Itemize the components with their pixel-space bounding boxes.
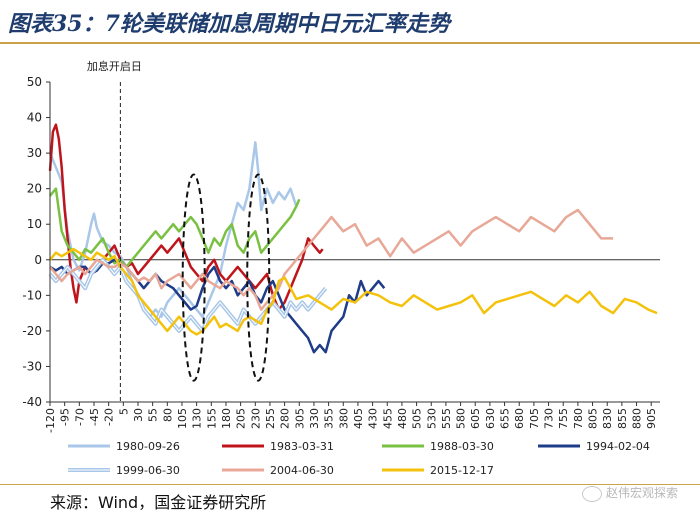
x-tick-label: 630 <box>484 408 497 429</box>
legend-label: 1983-03-31 <box>270 440 334 453</box>
legend-item-2015-12-17: 2015-12-17 <box>382 464 494 477</box>
axes-layer: 加息开启日 -40 -30 -20 -10 0 10 20 30 40 50 -120 -95 -70 -4… <box>22 59 660 433</box>
wechat-icon <box>581 485 602 502</box>
x-tick-label: 430 <box>367 408 380 429</box>
series-line-1980-09-26 <box>48 141 298 318</box>
legend-label: 1980-09-26 <box>116 440 180 453</box>
x-tick-label: 255 <box>264 408 277 429</box>
x-tick-label: 105 <box>176 408 189 429</box>
x-tick-label: -95 <box>59 408 72 426</box>
x-tick-label: -70 <box>73 408 86 426</box>
y-tick-label: 20 <box>27 182 42 196</box>
x-tick-label: 5 <box>117 408 130 415</box>
x-tick-label: 505 <box>411 408 424 429</box>
legend-label: 2015-12-17 <box>430 464 494 477</box>
legend-item-1988-03-30: 1988-03-30 <box>382 440 494 453</box>
legend-layer: 1980-09-26 1983-03-31 1988-03-30 1994-02-04… <box>68 440 650 477</box>
series-line-1983-03-31 <box>48 123 324 311</box>
x-tick-label: 730 <box>543 408 556 429</box>
x-tick-label: -120 <box>44 408 57 433</box>
legend-item-1994-02-04: 1994-02-04 <box>538 440 650 453</box>
x-tick-label: 405 <box>352 408 365 429</box>
x-tick-label: 230 <box>249 408 262 429</box>
x-tick-label: 55 <box>147 408 160 422</box>
x-tick-label: 830 <box>601 408 614 429</box>
x-tick-label: 880 <box>631 408 644 429</box>
legend-label: 2004-06-30 <box>270 464 334 477</box>
x-tick-label: 205 <box>235 408 248 429</box>
y-tick-label: 30 <box>27 146 42 160</box>
source-note: 来源：Wind，国金证券研究所 <box>50 493 267 512</box>
y-tick-label: -20 <box>22 324 42 338</box>
x-tick-label: 355 <box>323 408 336 429</box>
x-tick-label: 755 <box>557 408 570 429</box>
legend-label: 1994-02-04 <box>586 440 650 453</box>
y-tick-label: 40 <box>27 111 42 125</box>
footer-divider <box>0 484 700 485</box>
page-title: 图表35：7轮美联储加息周期中日元汇率走势 <box>8 11 450 37</box>
legend-item-2004-06-30: 2004-06-30 <box>222 464 334 477</box>
chart: 加息开启日 -40 -30 -20 -10 0 10 20 30 40 50 -120 -95 -70 -4… <box>22 59 660 477</box>
y-tick-label: 0 <box>34 253 42 267</box>
x-tick-label: 155 <box>205 408 218 429</box>
y-tick-label: -30 <box>22 359 42 373</box>
watermark-text: 赵伟宏观探索 <box>605 486 678 500</box>
annotation-label: 加息开启日 <box>87 59 142 73</box>
y-tick-label: -40 <box>22 395 42 409</box>
x-tick-label: -20 <box>103 408 116 426</box>
series-layer <box>48 123 658 354</box>
legend-item-1999-06-30: 1999-06-30 <box>68 464 180 477</box>
series-line-1999-06-30-inner <box>49 259 327 332</box>
x-tick-label: 480 <box>396 408 409 429</box>
x-tick-label: 905 <box>645 408 658 429</box>
y-tick-label: 50 <box>27 75 42 89</box>
legend-label: 1999-06-30 <box>116 464 180 477</box>
x-tick-label: 80 <box>161 408 174 422</box>
highlight-ellipse-1 <box>181 173 206 382</box>
y-tick-label: -10 <box>22 288 42 302</box>
x-tick-label: 455 <box>381 408 394 429</box>
series-line-2004-06-30 <box>49 208 614 311</box>
x-tick-label: 680 <box>513 408 526 429</box>
x-tick-label: 555 <box>440 408 453 429</box>
y-tick-label: 10 <box>27 217 42 231</box>
legend-item-1980-09-26: 1980-09-26 <box>68 440 180 453</box>
highlight-ellipse-2 <box>246 173 271 382</box>
x-tick-label: 530 <box>425 408 438 429</box>
x-tick-label: 655 <box>499 408 512 429</box>
series-line-1988-03-30 <box>49 187 301 269</box>
series-line-2015-12-17 <box>49 247 658 336</box>
x-tick-label: -45 <box>88 408 101 426</box>
x-tick-label: 330 <box>308 408 321 429</box>
x-tick-label: 305 <box>293 408 306 429</box>
title-divider <box>0 42 700 44</box>
x-tick-label: 280 <box>279 408 292 429</box>
x-tick-label: 855 <box>616 408 629 429</box>
x-tick-label: 780 <box>572 408 585 429</box>
x-tick-label: 805 <box>587 408 600 429</box>
legend-label: 1988-03-30 <box>430 440 494 453</box>
watermark: 赵伟宏观探索 <box>581 484 678 502</box>
x-tick-label: 705 <box>528 408 541 429</box>
x-tick-label: 130 <box>191 408 204 429</box>
x-tick-label: 30 <box>132 408 145 422</box>
x-tick-label: 580 <box>455 408 468 429</box>
x-tick-label: 380 <box>337 408 350 429</box>
x-tick-label: 180 <box>220 408 233 429</box>
x-tick-label: 605 <box>469 408 482 429</box>
legend-item-1983-03-31: 1983-03-31 <box>222 440 334 453</box>
